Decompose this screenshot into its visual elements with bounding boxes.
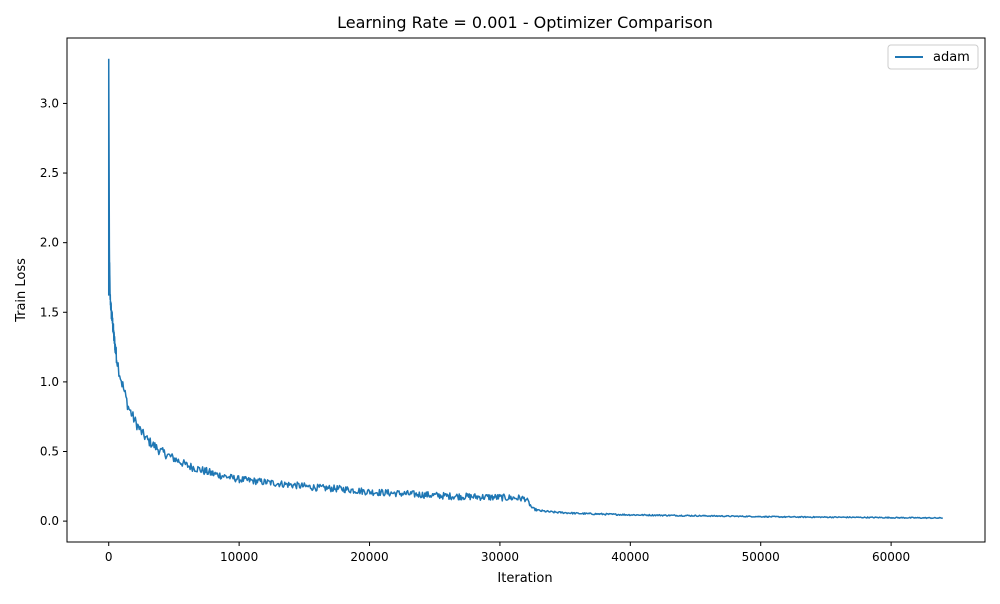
- x-tick-label: 10000: [220, 550, 258, 564]
- x-axis: 0 10000 20000 30000 40000 50000 60000: [105, 542, 910, 564]
- chart-title: Learning Rate = 0.001 - Optimizer Compar…: [337, 13, 713, 32]
- x-tick-label: 0: [105, 550, 113, 564]
- y-axis: 0.0 0.5 1.0 1.5 2.0 2.5 3.0: [40, 96, 67, 528]
- y-tick-label: 3.0: [40, 96, 59, 110]
- y-tick-label: 0.0: [40, 514, 59, 528]
- series-layer: [107, 58, 944, 520]
- legend-box: [887, 44, 979, 70]
- x-axis-label: Iteration: [497, 571, 552, 586]
- y-tick-label: 2.5: [40, 166, 59, 180]
- series-line-adam: [107, 58, 944, 520]
- x-tick-label: 30000: [481, 550, 519, 564]
- x-tick-label: 20000: [350, 550, 388, 564]
- y-tick-label: 2.0: [40, 236, 59, 250]
- plot-background: [67, 38, 985, 542]
- plot-area: [66, 37, 986, 543]
- x-tick-label: 50000: [742, 550, 780, 564]
- y-tick-label: 1.5: [40, 305, 59, 319]
- legend-label-adam: adam: [933, 50, 970, 65]
- x-tick-label: 60000: [872, 550, 910, 564]
- y-axis-label: Train Loss: [14, 258, 29, 323]
- legend: adam: [887, 44, 979, 70]
- y-tick-label: 1.0: [40, 375, 59, 389]
- plot-frame: [66, 37, 986, 543]
- y-tick-label: 0.5: [40, 445, 59, 459]
- x-tick-label: 40000: [611, 550, 649, 564]
